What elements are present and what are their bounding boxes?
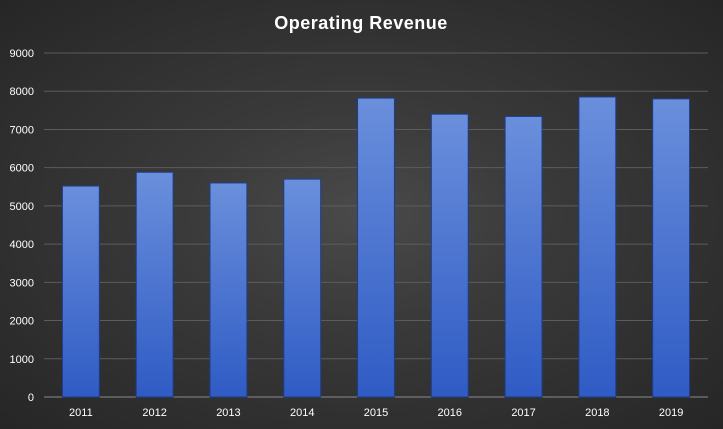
y-tick-label: 6000 (10, 163, 34, 175)
bar-2011 (61, 185, 100, 398)
x-tick-label: 2017 (511, 407, 535, 419)
y-tick-label: 8000 (10, 86, 34, 98)
chart-title: Operating Revenue (274, 13, 448, 33)
x-tick-label: 2019 (659, 407, 683, 419)
y-tick-label: 4000 (10, 239, 34, 251)
y-axis-ticks: 0 1000 2000 3000 4000 5000 6000 7000 8000 9000 (10, 48, 34, 404)
bar-2013 (209, 182, 248, 398)
bar-2012 (135, 171, 174, 398)
bar-2019 (652, 98, 691, 398)
x-tick-label: 2015 (364, 407, 388, 419)
x-tick-label: 2016 (438, 407, 462, 419)
x-tick-label: 2013 (216, 407, 240, 419)
y-tick-label: 3000 (10, 277, 34, 289)
bar-2015 (357, 97, 395, 398)
bars (61, 96, 691, 398)
y-tick-label: 5000 (10, 201, 34, 213)
x-tick-label: 2012 (142, 407, 166, 419)
y-tick-label: 2000 (10, 316, 34, 328)
x-axis-ticks: 2011 2012 2013 2014 2015 2016 2017 2018 2019 (69, 407, 683, 419)
x-tick-label: 2018 (585, 407, 609, 419)
y-tick-label: 0 (28, 392, 34, 404)
x-tick-label: 2011 (69, 407, 93, 419)
y-tick-label: 7000 (10, 124, 34, 136)
bar-2016 (430, 113, 469, 398)
bar-2014 (283, 178, 322, 398)
y-tick-label: 9000 (10, 48, 34, 60)
y-tick-label: 1000 (10, 354, 34, 366)
bar-2018 (578, 96, 617, 398)
bar-2017 (504, 115, 543, 398)
x-tick-label: 2014 (290, 407, 314, 419)
